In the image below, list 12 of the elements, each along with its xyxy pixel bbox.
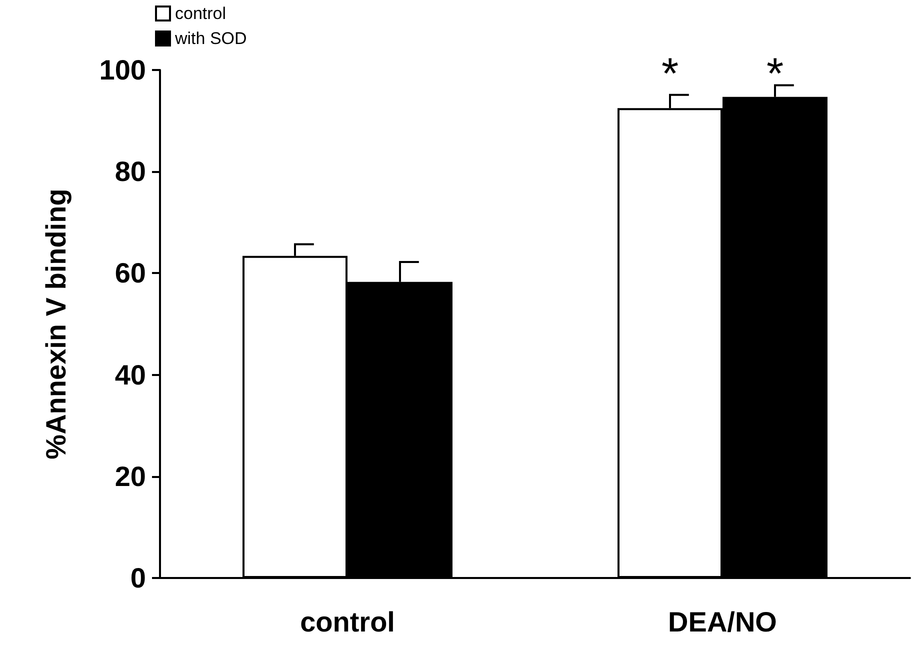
- y-tick-label: 0: [130, 562, 146, 594]
- y-tick-label: 40: [114, 359, 146, 390]
- y-tick-label: 80: [114, 156, 146, 188]
- legend-label: control: [175, 4, 226, 23]
- annotation: *: [661, 50, 679, 98]
- x-tick-label: DEA/NO: [668, 606, 777, 638]
- y-tick-label: 60: [114, 258, 146, 289]
- y-tick-label: 20: [114, 460, 146, 492]
- legend-label: with SOD: [174, 29, 247, 48]
- y-axis-title: %Annexin V binding: [40, 188, 72, 460]
- annotation: *: [766, 50, 784, 98]
- y-tick-label: 100: [99, 54, 146, 86]
